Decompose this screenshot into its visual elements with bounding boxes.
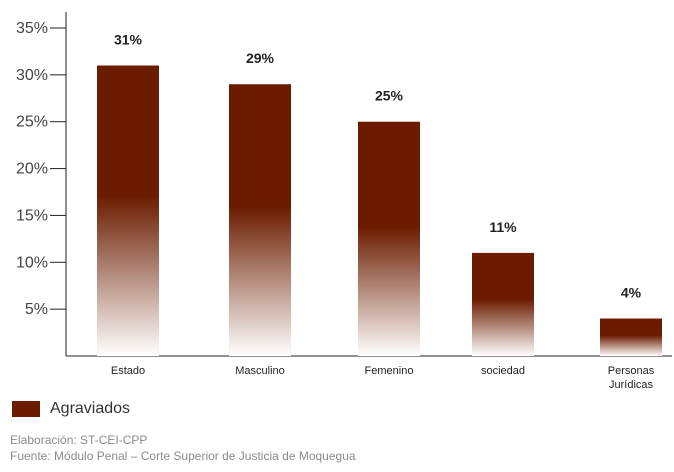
x-category-label: Masculino <box>235 365 285 377</box>
data-label: 25% <box>375 88 404 104</box>
y-tick-label: 30% <box>16 67 48 84</box>
y-tick-label: 35% <box>16 20 48 37</box>
y-tick-label: 10% <box>16 254 48 271</box>
data-labels: 31% 29% 25% 11% 4% <box>114 31 642 300</box>
x-category-label: sociedad <box>481 365 525 377</box>
bar-estado <box>97 65 159 356</box>
legend-label: Agraviados <box>50 400 131 417</box>
x-category-label: Femenino <box>365 365 414 377</box>
data-label: 4% <box>621 285 642 301</box>
data-label: 11% <box>489 219 517 235</box>
legend-swatch <box>12 401 40 417</box>
y-tick-label: 20% <box>16 161 48 178</box>
y-tick-label: 15% <box>16 207 48 224</box>
x-category-label: Jurídicas <box>609 379 654 391</box>
bar-sociedad <box>472 252 534 356</box>
legend: Agraviados <box>12 400 130 418</box>
x-category-label: Personas <box>608 365 655 377</box>
y-tick-label: 25% <box>16 114 48 131</box>
y-ticks: 5% 10% 15% 20% 25% 30% 35% <box>16 20 66 318</box>
y-tick-label: 5% <box>25 301 48 318</box>
x-category-label: Estado <box>111 365 145 377</box>
bar-chart: 5% 10% 15% 20% 25% 30% 35% 31% 29% 25% 11% 4% Esta… <box>16 12 672 391</box>
bar-masculino <box>229 84 291 356</box>
bars-group <box>97 65 662 356</box>
data-label: 31% <box>114 31 143 47</box>
footer: Elaboración: ST-CEI-CPP Fuente: Módulo P… <box>10 432 356 464</box>
bar-femenino <box>358 121 420 356</box>
category-labels: Estado Masculino Femenino sociedad Personas J… <box>111 365 655 391</box>
footer-fuente: Fuente: Módulo Penal – Corte Superior de… <box>10 449 356 463</box>
bar-personas-jurídicas <box>600 318 662 356</box>
data-label: 29% <box>246 50 275 66</box>
footer-elaboracion: Elaboración: ST-CEI-CPP <box>10 433 148 447</box>
